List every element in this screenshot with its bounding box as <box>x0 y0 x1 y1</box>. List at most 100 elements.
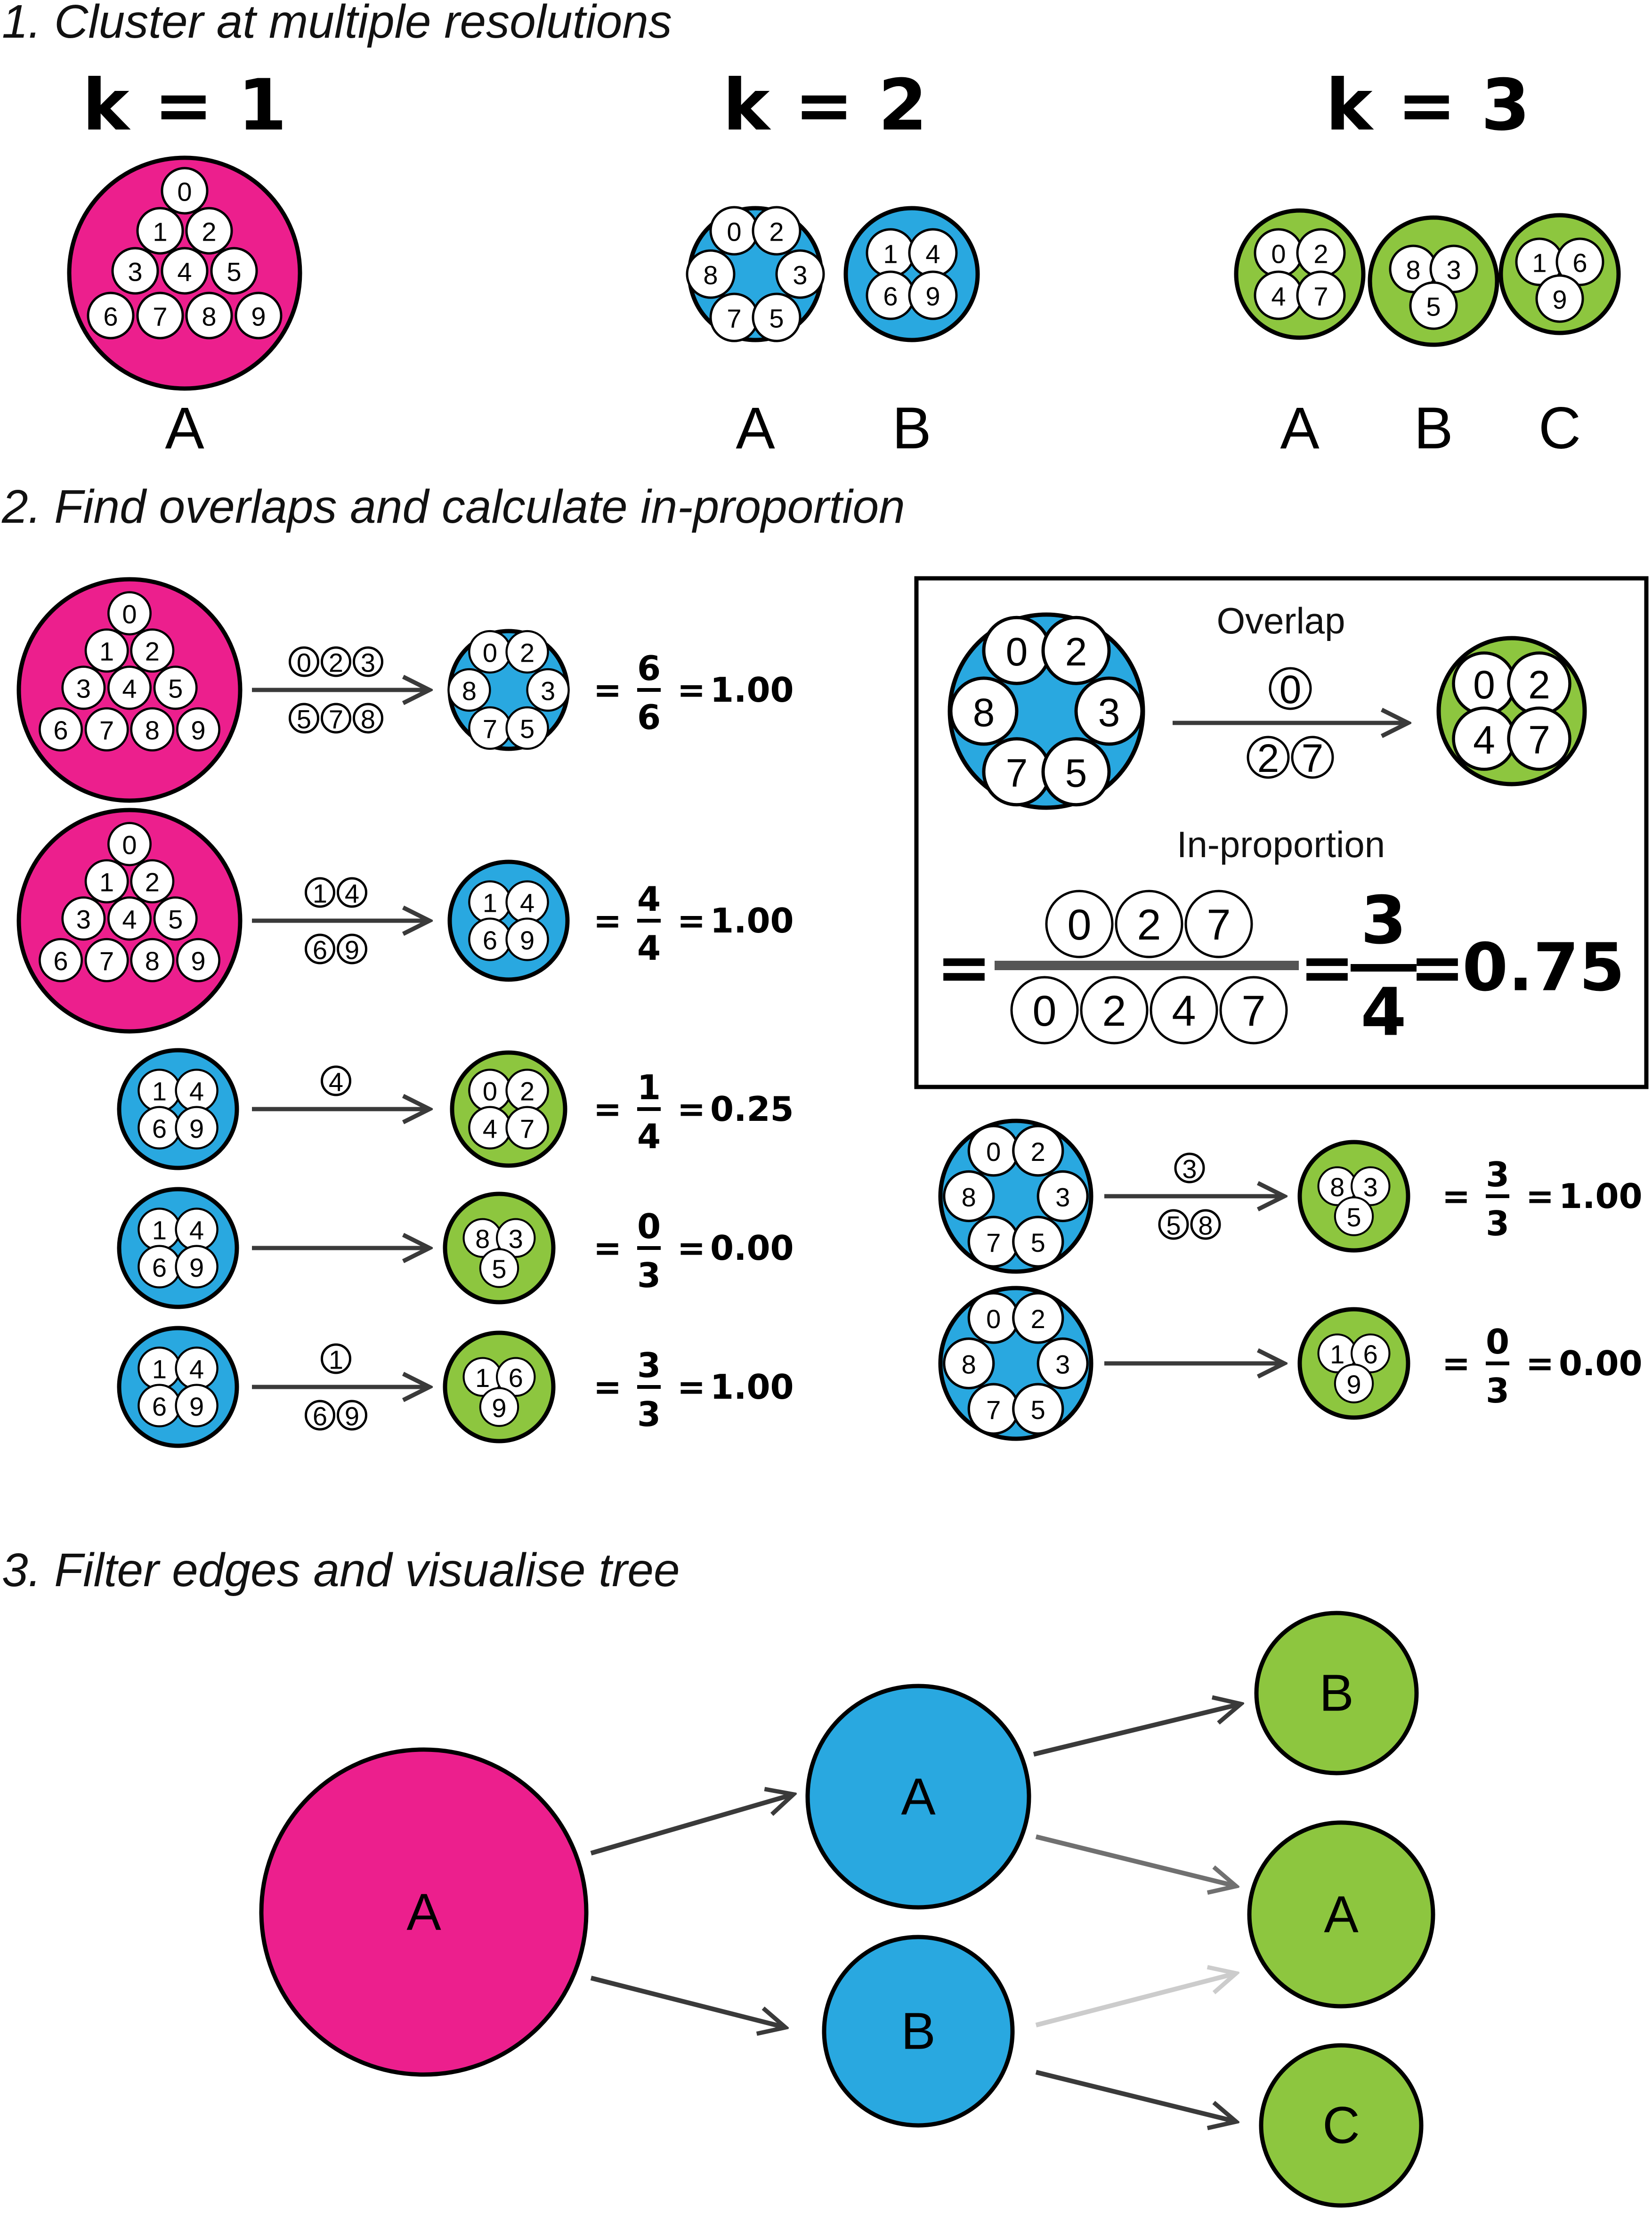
in-proportion-fraction: =66= 1.00 <box>593 648 794 737</box>
cell-node-label: 2 <box>202 217 216 247</box>
overlap-node-label: 5 <box>297 705 311 734</box>
overlap-node-label: 2 <box>1102 987 1126 1035</box>
cell-node <box>1041 616 1111 685</box>
in-proportion-fraction: =14= 0.25 <box>593 1068 794 1156</box>
cell-node <box>175 1106 219 1150</box>
cell-node-label: 1 <box>99 637 114 666</box>
equals-sign: = <box>593 1228 622 1268</box>
cell-node-label: 4 <box>1271 282 1286 311</box>
cell-node <box>185 292 233 340</box>
cell-node-label: 3 <box>128 257 142 287</box>
overlap-node-label: 0 <box>1279 667 1302 712</box>
cell-node-label: 9 <box>925 282 940 311</box>
k3-cluster-B: 8 35 <box>1368 215 1499 347</box>
cell-node <box>1012 1125 1064 1177</box>
cell-node-label: 0 <box>483 1077 497 1106</box>
overlap-node-label: 3 <box>361 648 375 678</box>
cell-node <box>84 707 129 752</box>
in-proportion-fraction: =33= 1.00 <box>593 1346 794 1434</box>
cell-node <box>39 707 83 752</box>
cell-node-label: 9 <box>251 302 266 332</box>
cell-node-label: 2 <box>145 867 160 897</box>
example-target-cluster: 0 24 7 <box>1436 636 1587 786</box>
equals-sign: = <box>677 901 705 940</box>
cell-node <box>1555 237 1604 286</box>
cell-node-label: 7 <box>986 1395 1001 1425</box>
fraction-numerator: 1 <box>637 1068 661 1107</box>
cell-node <box>176 938 220 982</box>
cell-node-label: 0 <box>122 600 137 629</box>
cell-node <box>752 292 802 342</box>
overlap-node <box>1190 1209 1221 1240</box>
cell-node <box>107 822 152 867</box>
fraction-result: 1.00 <box>710 1367 794 1407</box>
cell-node-label: 7 <box>483 714 497 744</box>
overlap-node-label: 6 <box>313 935 327 965</box>
fraction-numerator: 4 <box>637 879 661 919</box>
overlap-node-label: 4 <box>345 879 359 908</box>
source-cluster-k2-B: 1 46 9 <box>117 1326 239 1448</box>
cell-node <box>1012 1216 1064 1268</box>
overlap-node <box>321 646 351 677</box>
overlap-node-label: 7 <box>1302 736 1324 780</box>
overlap-node <box>1184 890 1253 958</box>
source-cluster-k1-A: 01 2 3 4 5 6 7 8 9 <box>16 808 243 1034</box>
cell-node <box>1351 1333 1391 1373</box>
overlap-node <box>1269 667 1312 710</box>
cell-node-label: 3 <box>793 260 807 290</box>
fraction-numerator: 0 <box>1486 1322 1509 1362</box>
cell-node-label: 8 <box>962 1183 976 1212</box>
cell-node <box>526 668 570 712</box>
cell-node-label: 5 <box>1426 292 1441 322</box>
in-proportion-fraction: =03= 0.00 <box>1442 1322 1643 1410</box>
cell-node-label: 2 <box>1313 239 1328 269</box>
cell-node-label: 4 <box>1473 718 1495 762</box>
equals-sign: = <box>593 1367 622 1407</box>
fraction-result: 1.00 <box>710 901 794 940</box>
equals-sign: = <box>677 1228 705 1268</box>
cell-node-label: 4 <box>189 1354 204 1384</box>
overlap-node-label: 2 <box>329 648 343 678</box>
cell-node <box>908 270 958 320</box>
k1-cluster-A: 01 2 3 4 5 6 7 8 9 <box>67 155 302 391</box>
overlap-node <box>1158 1209 1189 1240</box>
cell-node-label: 3 <box>1446 255 1461 285</box>
equals-sign: = <box>1526 1344 1554 1383</box>
tree-node-label: B <box>1319 1664 1353 1722</box>
cell-node <box>185 207 233 255</box>
in-proportion-fraction: =33= 1.00 <box>1442 1155 1643 1243</box>
equals-sign: = <box>593 670 622 710</box>
cell-node-label: 7 <box>986 1228 1001 1257</box>
example-equals-sign: = <box>1409 930 1465 1006</box>
k2-cluster-A-label: A <box>736 396 775 461</box>
cell-node <box>130 938 175 982</box>
target-cluster-k3-C: 1 69 <box>1297 1307 1410 1420</box>
cell-node <box>505 1106 549 1150</box>
cell-node-label: 6 <box>53 715 68 745</box>
cell-node-label: 1 <box>99 867 114 897</box>
example-box <box>914 576 1649 1089</box>
target-cluster-k3-A: 0 24 7 <box>450 1050 567 1168</box>
cell-node-label: 4 <box>189 1216 204 1245</box>
cell-node <box>752 206 802 256</box>
cell-node-label: 0 <box>986 1137 1001 1167</box>
cell-node-label: 2 <box>145 637 160 666</box>
k1-cluster-A-label: A <box>165 396 204 461</box>
cell-node <box>943 1337 995 1390</box>
cell-node <box>943 1170 995 1223</box>
section1-title: 1. Cluster at multiple resolutions <box>2 0 672 48</box>
cell-node-label: 3 <box>76 674 91 704</box>
cell-node <box>175 1245 219 1289</box>
cell-node <box>479 1387 519 1427</box>
cell-node <box>686 249 736 299</box>
cell-node-label: 2 <box>520 638 534 667</box>
fraction-numerator: 3 <box>637 1346 661 1385</box>
overlap-node <box>321 1343 351 1374</box>
cell-node-label: 2 <box>520 1077 534 1106</box>
target-cluster-k3-A-circle <box>450 1050 567 1168</box>
equals-sign: = <box>677 670 705 710</box>
tree-edge <box>590 1794 794 1856</box>
cell-node-label: 9 <box>189 1114 204 1143</box>
cell-node-label: 5 <box>1065 751 1087 795</box>
